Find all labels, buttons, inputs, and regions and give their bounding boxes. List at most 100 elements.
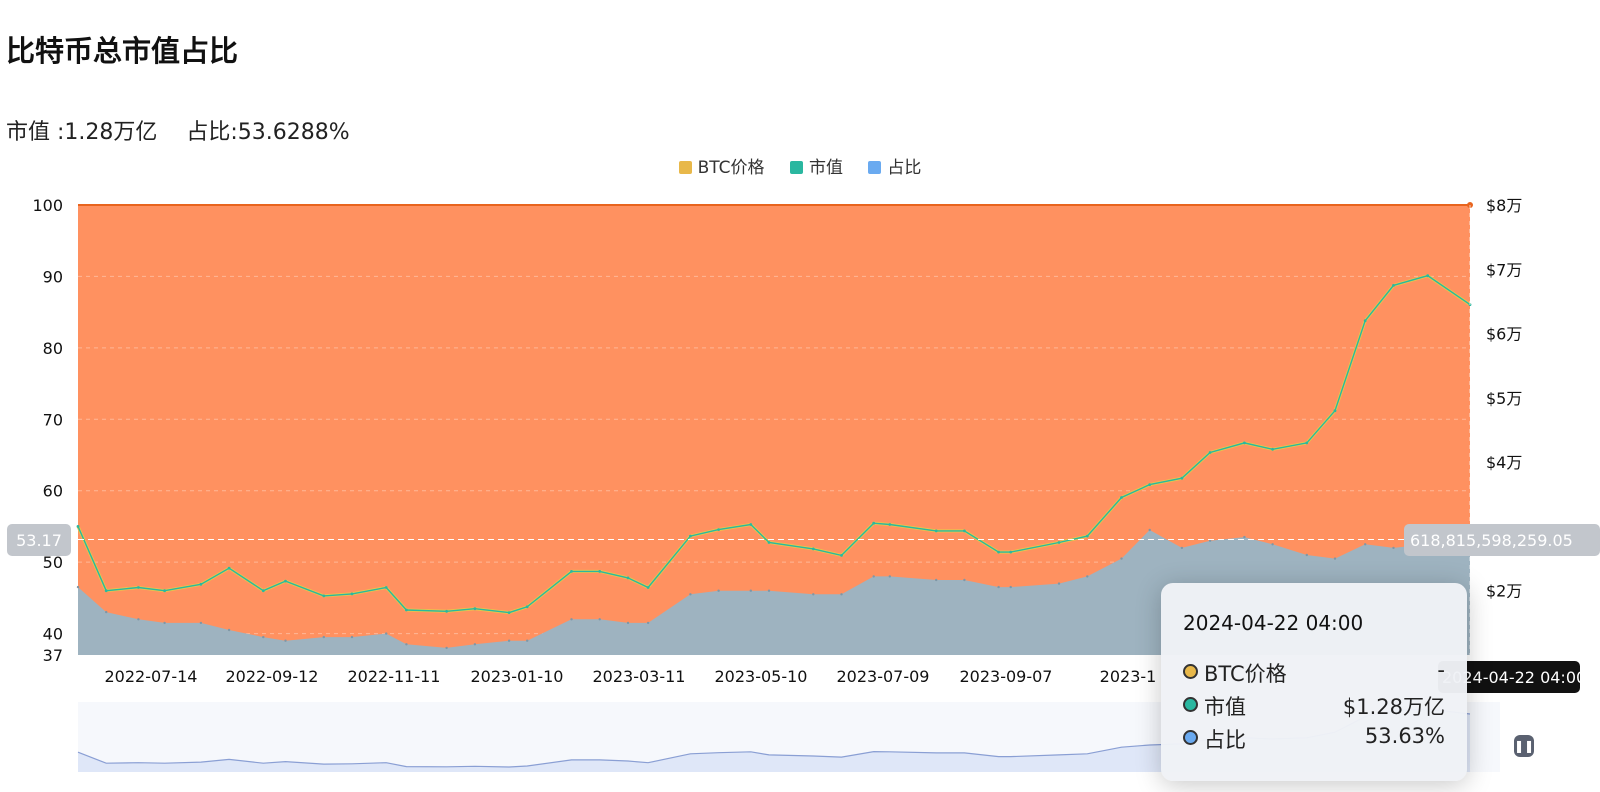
market-cap-point — [104, 589, 108, 593]
legend-item-btc-price[interactable]: BTC价格 — [678, 153, 765, 178]
share-point — [163, 621, 166, 625]
crosshair-x-label: 2024-04-22 04:00 — [1442, 668, 1586, 687]
crosshair-left-label: 53.17 — [16, 531, 62, 550]
market-cap-point — [1085, 534, 1089, 538]
legend-item-share[interactable]: 占比 — [868, 153, 921, 178]
tooltip-value-btc-price: - — [1437, 658, 1445, 682]
pause-icon[interactable]: ❚❚ — [1514, 735, 1534, 757]
share-point — [717, 589, 720, 592]
market-cap-point — [163, 589, 167, 593]
share-point — [767, 589, 771, 592]
share-point — [137, 618, 140, 621]
x-tick-label: 2022-11-11 — [348, 667, 441, 686]
x-tick-label: 2023-03-11 — [593, 667, 686, 686]
market-cap-point — [1148, 483, 1152, 486]
market-cap-point — [598, 570, 602, 573]
market-cap-point — [137, 586, 140, 589]
market-cap-point — [1305, 441, 1309, 445]
market-cap-point — [626, 576, 630, 580]
market-cap-point — [199, 582, 203, 586]
share-point — [199, 621, 203, 625]
x-tick-label: 2023-09-07 — [960, 667, 1053, 686]
market-cap-point — [767, 541, 771, 544]
market-cap-point — [872, 521, 876, 525]
share-point — [888, 575, 891, 578]
y-left-tick-label: 50 — [43, 553, 63, 572]
market-cap-point — [284, 579, 287, 583]
share-point — [840, 593, 843, 596]
tooltip-value-market-cap: $1.28万亿 — [1342, 695, 1445, 719]
legend-item-market-cap[interactable]: 市值 — [789, 153, 843, 178]
market-cap-point — [570, 570, 573, 573]
market-cap-point — [840, 554, 843, 557]
share-point — [812, 593, 815, 596]
market-cap-point — [1271, 447, 1274, 451]
legend-swatch-share — [868, 161, 882, 174]
market-cap-summary: 市值 :1.28万亿 — [6, 120, 158, 145]
share-point — [1180, 546, 1184, 550]
share-point — [526, 639, 529, 642]
share-point — [872, 575, 875, 578]
y-right-tick-label: $2万 — [1486, 582, 1522, 601]
chart-legend: BTC价格 市值 占比 — [0, 153, 1600, 178]
market-cap-point — [350, 592, 354, 596]
share-summary: 占比:53.6288% — [186, 120, 350, 145]
share-point — [76, 585, 80, 589]
market-cap-point — [473, 607, 477, 611]
market-cap-point — [811, 547, 815, 551]
crosshair-right-label-bg — [1404, 524, 1600, 556]
share-point — [963, 578, 966, 582]
share-point — [1243, 535, 1246, 539]
share-point — [1208, 539, 1212, 542]
x-tick-label: 2022-09-12 — [226, 667, 319, 686]
x-tick-label: 2023-1 — [1100, 667, 1157, 686]
share-point — [507, 639, 511, 642]
market-cap-point — [934, 529, 938, 533]
legend-swatch-market-cap — [789, 161, 803, 174]
share-point — [1305, 553, 1309, 557]
y-left-tick-label: 100 — [32, 196, 63, 215]
y-left-tick-label: 90 — [43, 267, 63, 286]
market-cap-point — [507, 611, 511, 614]
market-cap-point — [76, 525, 80, 528]
share-point — [1009, 585, 1012, 589]
share-point — [227, 628, 231, 632]
share-point — [1086, 575, 1089, 578]
share-point — [626, 621, 630, 625]
share-point — [445, 646, 448, 650]
market-cap-point — [1243, 441, 1246, 445]
y-left-tick-label: 70 — [43, 410, 63, 429]
crosshair-right-label: 618,815,598,259.05 — [1410, 531, 1573, 550]
y-right-tick-label: $5万 — [1486, 389, 1522, 408]
share-point — [262, 635, 265, 639]
series-line-market-cap — [77, 274, 1471, 614]
chart-tooltip: 2024-04-22 04:00 BTC价格 - 市值 $1.28万亿 占比 5… — [1161, 583, 1467, 781]
legend-swatch-btc-price — [678, 161, 692, 174]
x-tick-label: 2022-07-14 — [105, 667, 198, 686]
y-right-tick-label: $8万 — [1486, 196, 1522, 215]
share-point — [1271, 543, 1274, 546]
tooltip-value-share: 53.63% — [1364, 724, 1445, 748]
page-title: 比特币总市值占比 — [6, 34, 239, 68]
market-cap-point — [646, 586, 650, 589]
market-cap-point — [1333, 409, 1337, 413]
market-cap-point — [261, 589, 265, 593]
y-left-tick-label: 80 — [43, 339, 63, 358]
y-left-tick-label: 37 — [43, 646, 63, 665]
share-point — [405, 643, 408, 646]
market-cap-point — [1208, 451, 1212, 454]
tooltip-label-btc-price: BTC价格 — [1204, 662, 1287, 686]
share-point — [749, 589, 752, 592]
x-tick-label: 2023-01-10 — [471, 667, 564, 686]
y-right-tick-label: $6万 — [1486, 325, 1522, 344]
market-cap-point — [1057, 541, 1061, 544]
market-cap-point — [405, 608, 408, 612]
share-point — [1364, 543, 1367, 546]
share-point — [322, 635, 325, 639]
share-point — [1057, 582, 1061, 585]
tooltip-row-share: 占比 53.63% — [1183, 724, 1445, 754]
share-point — [570, 618, 573, 621]
market-cap-point — [384, 586, 388, 589]
tooltip-row-btc-price: BTC价格 - — [1183, 658, 1445, 688]
